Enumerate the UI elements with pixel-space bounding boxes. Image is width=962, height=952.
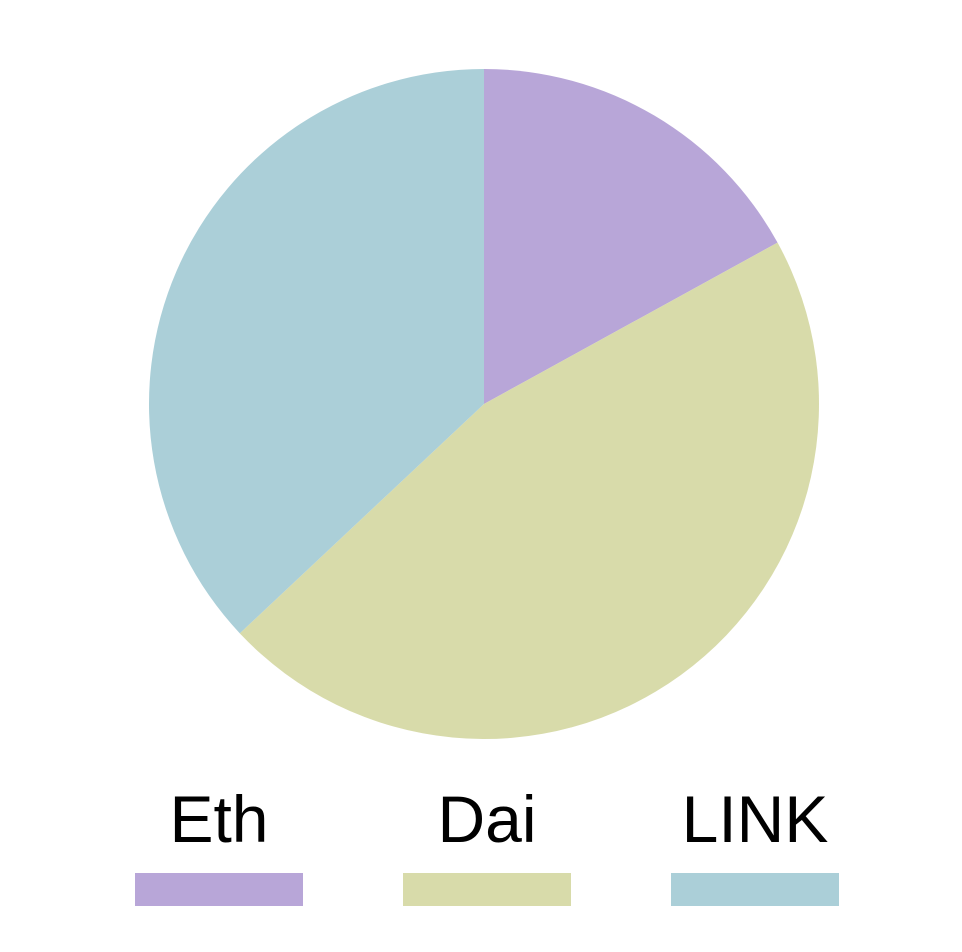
legend-swatch-eth [135,873,303,906]
legend-label-eth: Eth [169,782,268,856]
pie-slice-dai [239,242,820,740]
pie-slice-eth [484,69,778,404]
legend-label-link: LINK [682,782,829,856]
legend-swatch-link [671,873,839,906]
legend: Eth Dai LINK [135,782,839,906]
legend-swatch-dai [403,873,571,906]
pie-slices [148,69,820,740]
pie-slice-link [148,69,484,634]
legend-label-dai: Dai [437,782,536,856]
